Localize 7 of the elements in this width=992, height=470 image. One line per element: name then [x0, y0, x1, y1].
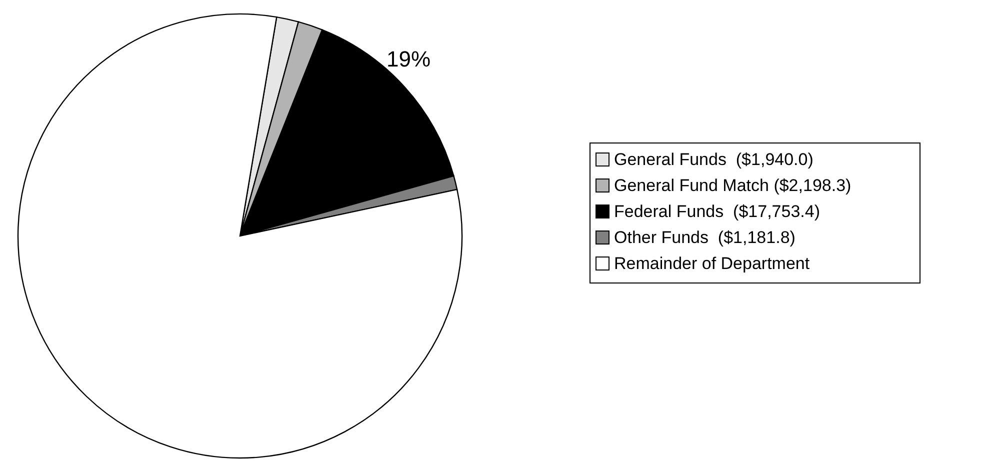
legend-label: General Funds ($1,940.0): [614, 150, 814, 169]
legend-label: General Fund Match ($2,198.3): [614, 176, 852, 195]
pie-slice: [18, 14, 462, 459]
legend-label: Other Funds ($1,181.8): [614, 228, 796, 247]
text: 19%: [386, 46, 431, 72]
legend-label: Remainder of Department: [614, 254, 810, 273]
legend-label: Federal Funds ($17,753.4): [614, 202, 820, 221]
